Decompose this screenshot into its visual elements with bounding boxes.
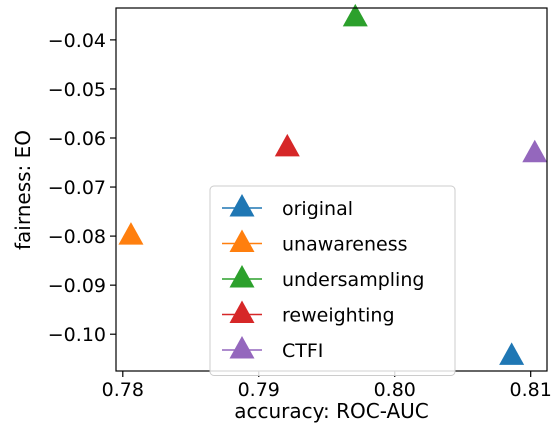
y-tick-label: −0.09 [48, 275, 106, 297]
y-axis-label: fairness: EO [11, 130, 35, 250]
legend-label-reweighting: reweighting [282, 305, 395, 327]
x-tick-label: 0.79 [238, 379, 280, 401]
data-point-unawareness [118, 222, 144, 245]
y-tick-label: −0.07 [48, 177, 106, 199]
legend-marker-reweighting [229, 300, 255, 324]
y-tick-label: −0.06 [48, 128, 106, 150]
x-tick-label: 0.80 [374, 379, 416, 401]
x-axis-label: accuracy: ROC-AUC [234, 399, 429, 423]
x-tick-label: 0.78 [102, 379, 144, 401]
legend-label-original: original [282, 198, 353, 220]
data-point-undersampling [342, 3, 368, 27]
data-point-original [499, 342, 525, 365]
data-point-reweighting [274, 133, 300, 157]
y-tick-label: −0.05 [48, 79, 106, 101]
legend-marker-ctfi [229, 336, 255, 359]
legend-label-undersampling: undersampling [282, 269, 424, 291]
y-tick-label: −0.04 [48, 30, 106, 52]
y-tick-label: −0.08 [48, 226, 106, 248]
data-point-ctfi [522, 139, 548, 163]
y-tick-label: −0.10 [48, 324, 106, 346]
legend-label-unawareness: unawareness [282, 234, 408, 256]
legend-marker-unawareness [229, 229, 255, 253]
legend-marker-undersampling [229, 265, 255, 288]
legend-label-ctfi: CTFI [282, 340, 323, 362]
legend-box [209, 185, 456, 376]
legend-marker-original [229, 194, 255, 217]
y-axis-ticks: −0.04 −0.05 −0.06 −0.07 −0.08 −0.09 −0.10 [48, 30, 116, 346]
legend: original unawareness undersampling reweight… [209, 185, 456, 376]
data-markers [118, 3, 548, 365]
x-tick-label: 0.81 [510, 379, 552, 401]
